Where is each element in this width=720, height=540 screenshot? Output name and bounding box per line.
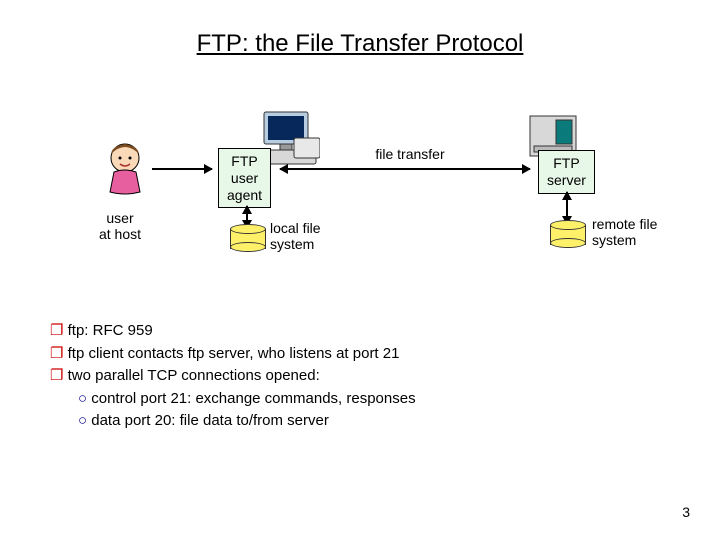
- ftp-user-agent-box: FTP user agent: [218, 148, 271, 208]
- remote-fs-label: remote file system: [592, 216, 682, 248]
- local-fs-label: local file system: [270, 220, 350, 252]
- ftp-diagram: user at host FTP user agent file transfe…: [80, 110, 660, 280]
- page-number: 3: [682, 504, 690, 520]
- arrow-file-transfer: [280, 168, 530, 170]
- bullet-rfc: ftp: RFC 959: [50, 320, 670, 343]
- bullet-contacts: ftp client contacts ftp server, who list…: [50, 343, 670, 366]
- bullet-list: ftp: RFC 959 ftp client contacts ftp ser…: [50, 320, 670, 433]
- bullet-control-port: control port 21: exchange commands, resp…: [78, 388, 670, 411]
- arrow-user-to-agent: [152, 168, 212, 170]
- ftp-server-box: FTP server: [538, 150, 595, 194]
- bullet-data-port: data port 20: file data to/from server: [78, 410, 670, 433]
- user-at-host-label: user at host: [80, 210, 160, 242]
- remote-cylinder-icon: [550, 220, 586, 248]
- user-icon: [100, 140, 150, 195]
- bullet-connections: two parallel TCP connections opened:: [50, 365, 670, 388]
- page-title: FTP: the File Transfer Protocol: [0, 30, 720, 58]
- local-cylinder-icon: [230, 224, 266, 252]
- file-transfer-label: file transfer: [340, 146, 480, 162]
